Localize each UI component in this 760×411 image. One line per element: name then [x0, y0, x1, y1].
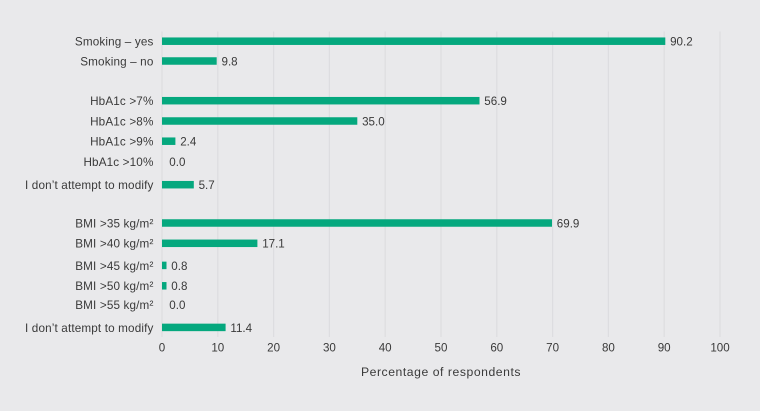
svg-text:Smoking – no: Smoking – no	[80, 55, 154, 68]
svg-text:HbA1c >10%: HbA1c >10%	[83, 156, 153, 169]
svg-text:10: 10	[211, 341, 224, 354]
svg-text:BMI >50 kg/m²: BMI >50 kg/m²	[75, 280, 153, 293]
svg-text:11.4: 11.4	[230, 322, 252, 335]
svg-text:5.7: 5.7	[199, 179, 215, 192]
svg-text:0.0: 0.0	[169, 299, 185, 312]
svg-text:100: 100	[710, 341, 729, 354]
svg-text:80: 80	[602, 341, 615, 354]
svg-text:Percentage of respondents: Percentage of respondents	[361, 365, 521, 379]
svg-text:9.8: 9.8	[222, 55, 238, 68]
svg-text:HbA1c >9%: HbA1c >9%	[90, 136, 153, 149]
svg-text:I don’t attempt to modify: I don’t attempt to modify	[25, 322, 153, 335]
svg-text:60: 60	[490, 341, 503, 354]
svg-text:BMI >40 kg/m²: BMI >40 kg/m²	[75, 238, 153, 251]
svg-text:BMI >35 kg/m²: BMI >35 kg/m²	[75, 217, 153, 230]
svg-text:30: 30	[323, 341, 336, 354]
svg-text:BMI >55 kg/m²: BMI >55 kg/m²	[75, 299, 153, 312]
svg-text:HbA1c >7%: HbA1c >7%	[90, 95, 153, 108]
svg-text:40: 40	[379, 341, 392, 354]
svg-text:HbA1c >8%: HbA1c >8%	[90, 115, 153, 128]
svg-text:56.9: 56.9	[484, 95, 507, 108]
svg-text:20: 20	[267, 341, 280, 354]
svg-text:0.0: 0.0	[169, 156, 185, 169]
svg-text:50: 50	[435, 341, 448, 354]
svg-text:90.2: 90.2	[670, 36, 693, 49]
svg-text:Smoking – yes: Smoking – yes	[75, 36, 154, 49]
svg-text:0.8: 0.8	[171, 280, 187, 293]
svg-text:90: 90	[658, 341, 671, 354]
svg-text:I don’t attempt to modify: I don’t attempt to modify	[25, 179, 153, 192]
svg-text:69.9: 69.9	[557, 217, 580, 230]
svg-text:17.1: 17.1	[262, 238, 285, 251]
svg-text:35.0: 35.0	[362, 115, 385, 128]
svg-text:BMI >45 kg/m²: BMI >45 kg/m²	[75, 260, 153, 273]
svg-text:0: 0	[159, 341, 165, 354]
svg-text:70: 70	[546, 341, 559, 354]
svg-text:0.8: 0.8	[171, 260, 187, 273]
svg-text:2.4: 2.4	[180, 136, 197, 149]
